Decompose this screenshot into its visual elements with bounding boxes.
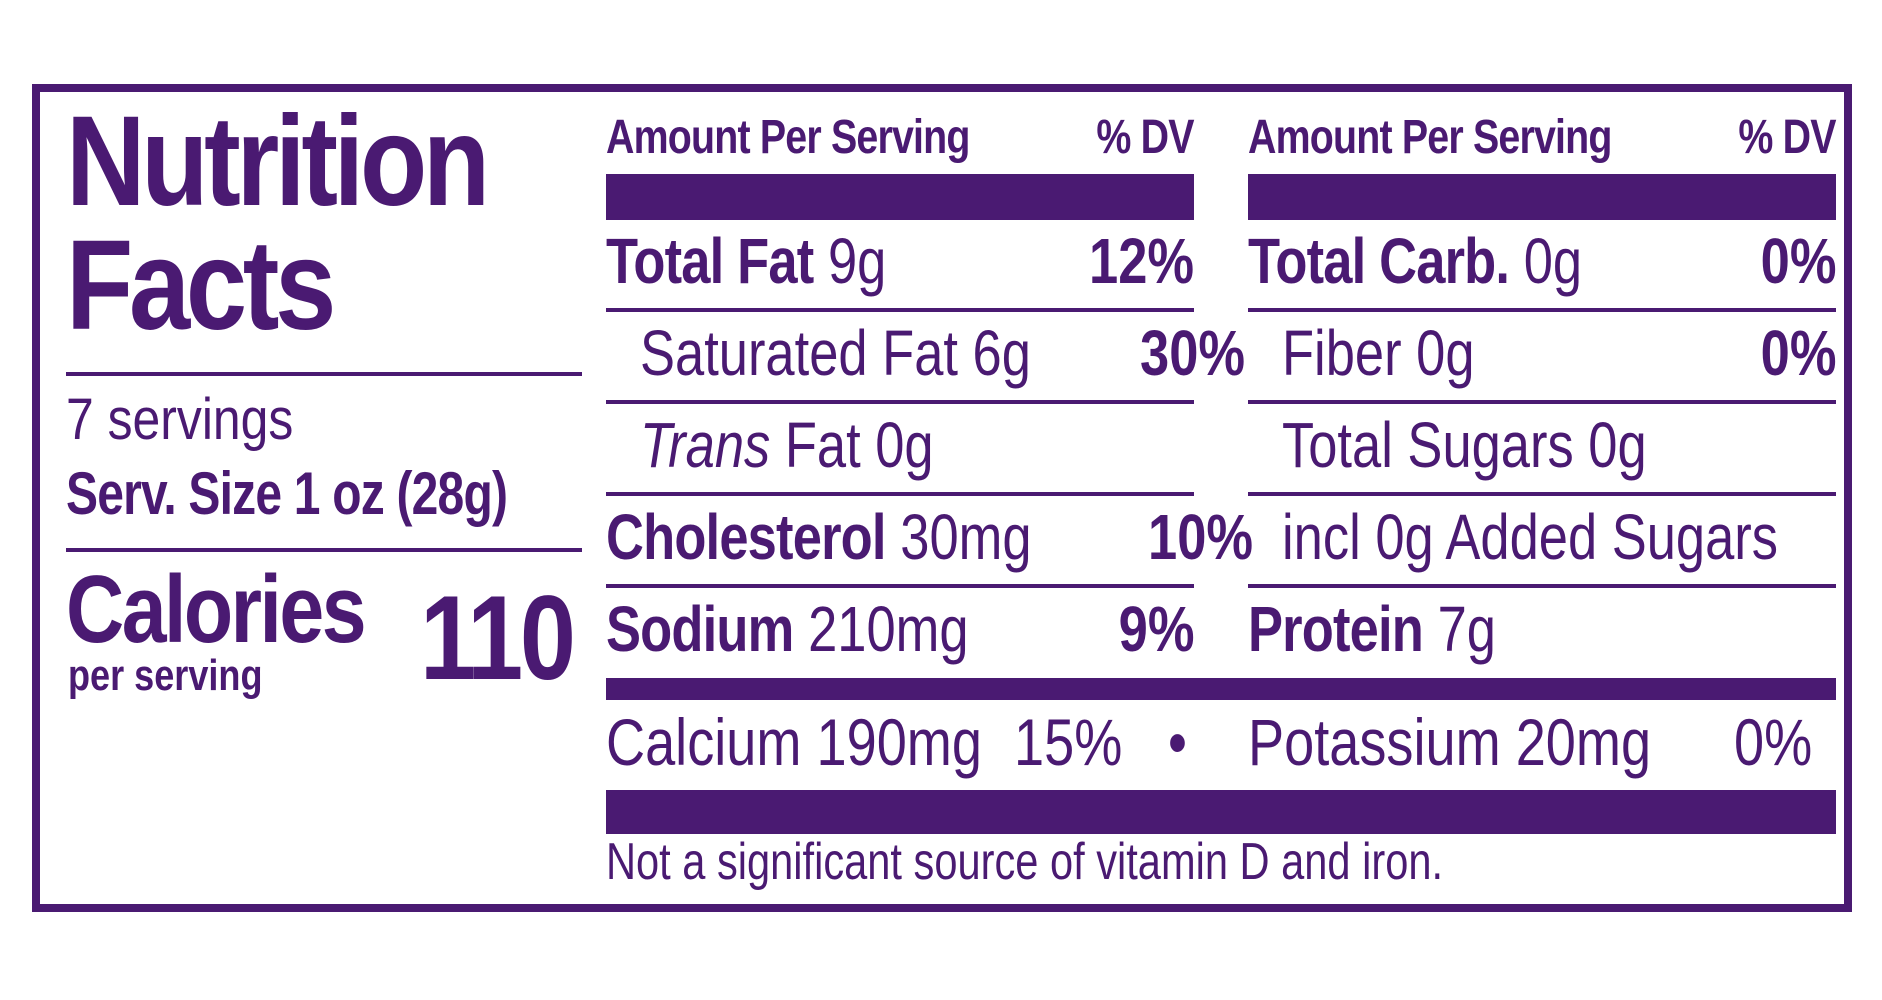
calcium-dv: 15% bbox=[1014, 705, 1123, 779]
header-amount-per-serving: Amount Per Serving bbox=[1248, 111, 1612, 164]
row-divider bbox=[606, 308, 1194, 312]
minerals-bottom-bar bbox=[606, 790, 1836, 834]
mineral-separator: • bbox=[1168, 705, 1187, 779]
nutrient-row-trans-fat: Trans Fat 0g bbox=[606, 410, 1194, 480]
nutrient-name: Saturated Fat bbox=[640, 317, 958, 389]
minerals-top-bar bbox=[606, 678, 1836, 700]
nutrient-name: Fiber bbox=[1282, 317, 1402, 389]
row-divider bbox=[1248, 308, 1836, 312]
servings-per-container: 7 servings bbox=[66, 387, 294, 452]
nutrient-amount: 210mg bbox=[808, 593, 969, 665]
nutrient-name-italic: Trans bbox=[640, 409, 771, 481]
nutrient-row-total-carb: Total Carb. 0g 0% bbox=[1248, 226, 1836, 296]
title-divider bbox=[66, 372, 582, 376]
calories-value: 110 bbox=[420, 571, 576, 705]
nutrient-dv: 12% bbox=[1088, 225, 1194, 297]
header-bar bbox=[606, 174, 1194, 220]
footnote: Not a significant source of vitamin D an… bbox=[606, 833, 1444, 891]
nutrient-row-fiber: Fiber 0g 0% bbox=[1248, 318, 1836, 388]
calcium-amount: Calcium 190mg bbox=[606, 705, 982, 779]
row-divider bbox=[606, 492, 1194, 496]
nutrient-row-cholesterol: Cholesterol 30mg 10% bbox=[606, 501, 1253, 573]
nutrient-row-protein: Protein 7g bbox=[1248, 594, 1836, 664]
nutrient-name: Total Sugars bbox=[1282, 409, 1574, 481]
nutrient-amount: 0g bbox=[1588, 409, 1647, 481]
nutrient-row-sodium: Sodium 210mg 9% bbox=[606, 594, 1194, 664]
nutrient-dv: 0% bbox=[1760, 317, 1836, 389]
nutrient-amount: 30mg bbox=[900, 501, 1032, 573]
nutrient-name: Sodium bbox=[606, 593, 794, 665]
nutrient-amount: 9g bbox=[827, 225, 887, 297]
nutrient-dv: 30% bbox=[1139, 317, 1245, 389]
title-line-nutrition: Nutrition bbox=[66, 90, 490, 233]
header-bar bbox=[1248, 174, 1836, 220]
nutrient-dv: 9% bbox=[1118, 593, 1194, 665]
row-divider bbox=[1248, 584, 1836, 588]
title-line-facts: Facts bbox=[66, 214, 336, 357]
row-divider bbox=[1248, 492, 1836, 496]
nutrient-row-saturated-fat: Saturated Fat 6g 30% bbox=[606, 317, 1245, 389]
potassium-amount: Potassium 20mg bbox=[1248, 705, 1652, 779]
nutrient-row-total-fat: Total Fat 9g 12% bbox=[606, 226, 1194, 296]
nutrient-row-total-sugars: Total Sugars 0g bbox=[1248, 410, 1836, 480]
nutrient-amount: 6g bbox=[972, 317, 1031, 389]
header-percent-dv: % DV bbox=[1096, 111, 1195, 164]
potassium-dv: 0% bbox=[1734, 705, 1813, 779]
row-divider bbox=[606, 584, 1194, 588]
column-header: Amount Per Serving % DV bbox=[1248, 110, 1837, 166]
serving-size: Serv. Size 1 oz (28g) bbox=[66, 460, 508, 527]
nutrient-name: Total Fat bbox=[606, 225, 814, 297]
header-percent-dv: % DV bbox=[1738, 111, 1837, 164]
nutrient-name-rest: Fat bbox=[784, 409, 861, 481]
nutrient-dv: 10% bbox=[1147, 501, 1254, 573]
row-divider bbox=[606, 400, 1194, 404]
nutrient-dv: 0% bbox=[1760, 225, 1836, 297]
nutrient-row-added-sugars: incl 0g Added Sugars bbox=[1248, 502, 1836, 572]
calories-per-serving: per serving bbox=[68, 651, 263, 700]
nutrient-name: Total Carb. bbox=[1248, 225, 1510, 297]
column-header: Amount Per Serving % DV bbox=[606, 110, 1195, 166]
label-title: Nutrition Facts bbox=[66, 90, 490, 357]
calories-label: Calories bbox=[66, 556, 367, 663]
nutrient-amount: 0g bbox=[1523, 225, 1583, 297]
nutrient-name: incl 0g Added Sugars bbox=[1282, 501, 1778, 573]
nutrient-amount: 0g bbox=[875, 409, 934, 481]
header-amount-per-serving: Amount Per Serving bbox=[606, 111, 970, 164]
nutrient-name: Protein bbox=[1248, 593, 1424, 665]
nutrient-name: Cholesterol bbox=[606, 501, 886, 573]
nutrient-amount: 0g bbox=[1416, 317, 1475, 389]
nutrient-amount: 7g bbox=[1437, 593, 1496, 665]
serving-divider bbox=[66, 548, 582, 552]
nutrition-facts-label: Nutrition Facts 7 servings Serv. Size 1 … bbox=[32, 84, 1852, 912]
row-divider bbox=[1248, 400, 1836, 404]
